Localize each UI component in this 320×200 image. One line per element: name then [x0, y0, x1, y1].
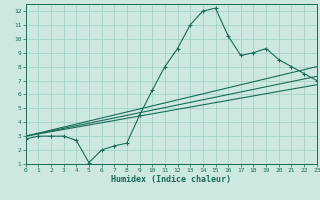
X-axis label: Humidex (Indice chaleur): Humidex (Indice chaleur)	[111, 175, 231, 184]
